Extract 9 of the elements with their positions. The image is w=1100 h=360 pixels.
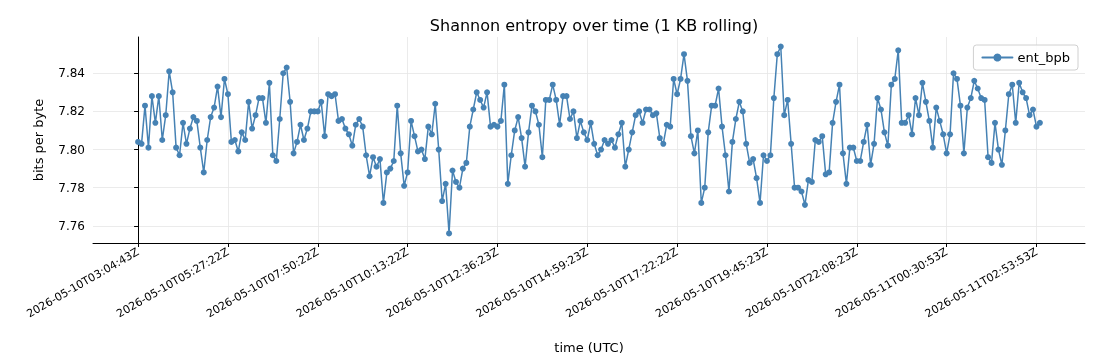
- y-tick-label: 7.82: [58, 104, 85, 119]
- y-tick-label: 7.76: [58, 218, 85, 233]
- y-tick-label: 7.84: [58, 66, 85, 81]
- y-axis-title: bits per byte: [31, 98, 46, 182]
- legend-label: ent_bpb: [1017, 50, 1070, 65]
- y-tick-label: 7.78: [58, 180, 85, 195]
- chart-title: Shannon entropy over time (1 KB rolling): [429, 15, 759, 35]
- y-tick-label: 7.80: [58, 142, 85, 157]
- x-axis-title: time (UTC): [554, 340, 624, 355]
